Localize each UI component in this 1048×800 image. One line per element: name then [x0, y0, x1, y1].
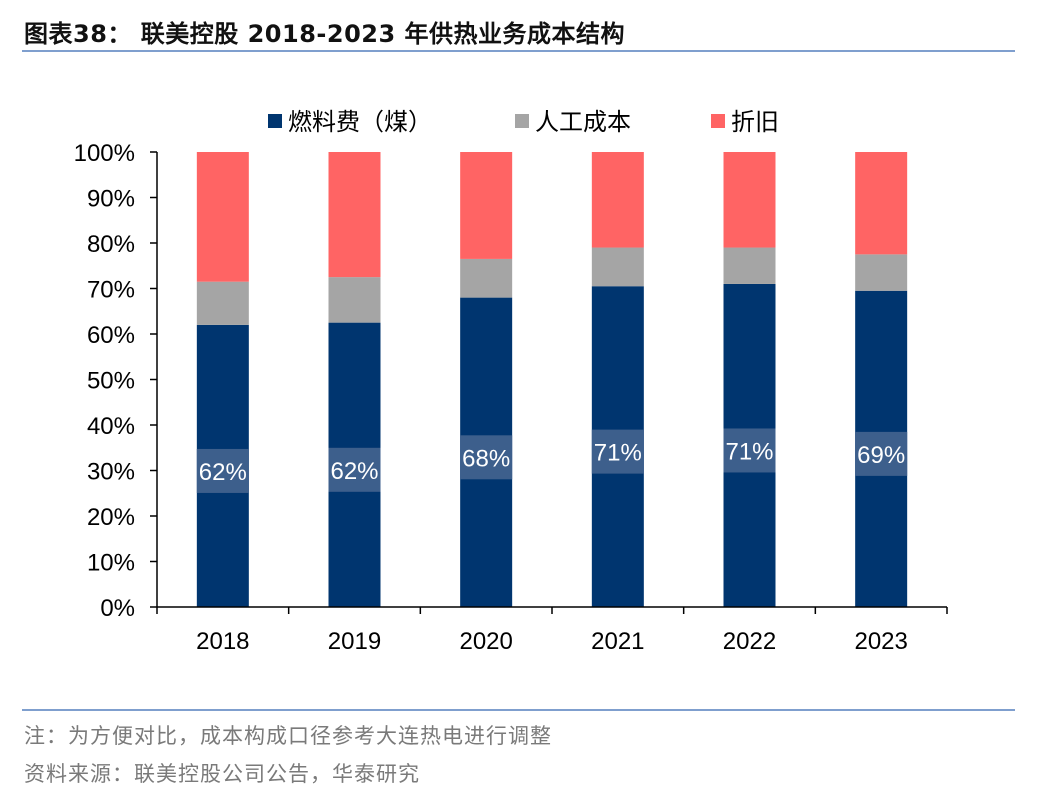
- y-tick-label: 100%: [74, 140, 135, 167]
- y-tick-label: 0%: [100, 595, 135, 622]
- bar-segment: [855, 254, 908, 291]
- x-tick-label: 2022: [723, 628, 776, 655]
- bar-group: [196, 152, 908, 607]
- data-label-box: [723, 428, 776, 473]
- bar-segment: [196, 281, 249, 325]
- bar-segment: [591, 152, 644, 248]
- chart-legend: 燃料费（煤） 人工成本 折旧: [268, 109, 779, 136]
- y-tick-label: 60%: [87, 322, 135, 349]
- y-tick-label: 70%: [87, 277, 135, 304]
- bar-segment: [328, 277, 381, 323]
- data-label-box: [460, 435, 513, 480]
- bar-segment: [460, 152, 513, 259]
- y-axis: 0% 10% 20% 30% 40% 50% 60% 70% 80% 90% 100%: [74, 140, 158, 622]
- bar-segment: [855, 152, 908, 255]
- data-label: 71%: [594, 440, 642, 467]
- data-label-box: [328, 447, 381, 492]
- y-tick-label: 50%: [87, 368, 135, 395]
- y-tick-label: 30%: [87, 459, 135, 486]
- data-label-box: [196, 448, 249, 493]
- y-tick-label: 20%: [87, 504, 135, 531]
- x-axis: 2018 2019 2020 2021 2022 2023: [156, 606, 948, 655]
- bar-segment: [723, 247, 776, 284]
- source-note: 资料来源：联美控股公司公告，华泰研究: [24, 762, 420, 786]
- data-label-box: [591, 429, 644, 474]
- y-tick-label: 90%: [87, 186, 135, 213]
- data-label-group: 62% 62% 68% 71% 71% 69%: [196, 428, 908, 493]
- x-tick-label: 2019: [328, 628, 381, 655]
- header-rule: [22, 50, 1015, 52]
- bar-segment: [196, 152, 249, 282]
- data-label: 71%: [725, 438, 773, 465]
- x-tick-label: 2018: [196, 628, 249, 655]
- bar-segment: [460, 258, 513, 298]
- data-label: 62%: [199, 459, 247, 486]
- data-label: 62%: [330, 458, 378, 485]
- bar-segment: [723, 152, 776, 248]
- y-tick-label: 80%: [87, 231, 135, 258]
- bar-segment: [328, 152, 381, 278]
- y-tick-label: 40%: [87, 413, 135, 440]
- footnote: 注：为方便对比，成本构成口径参考大连热电进行调整: [24, 724, 552, 748]
- legend-swatch: [268, 114, 282, 128]
- footer-rule: [22, 709, 1015, 711]
- legend-swatch: [711, 114, 725, 128]
- data-label: 69%: [857, 442, 905, 469]
- figure-title: 图表38： 联美控股 2018-2023 年供热业务成本结构: [24, 20, 626, 48]
- stacked-bar-chart: 燃料费（煤） 人工成本 折旧 62% 62% 68% 71% 71% 69% 0% 10% 20%…: [74, 109, 948, 655]
- legend-label: 燃料费（煤）: [288, 109, 432, 136]
- x-tick-label: 2020: [459, 628, 512, 655]
- legend-label: 人工成本: [535, 109, 631, 136]
- legend-swatch: [515, 114, 529, 128]
- data-label-box: [855, 431, 908, 476]
- bar-segment: [591, 247, 644, 287]
- legend-label: 折旧: [731, 109, 779, 136]
- data-label: 68%: [462, 445, 510, 472]
- x-tick-label: 2021: [591, 628, 644, 655]
- y-tick-label: 10%: [87, 550, 135, 577]
- x-tick-label: 2023: [854, 628, 907, 655]
